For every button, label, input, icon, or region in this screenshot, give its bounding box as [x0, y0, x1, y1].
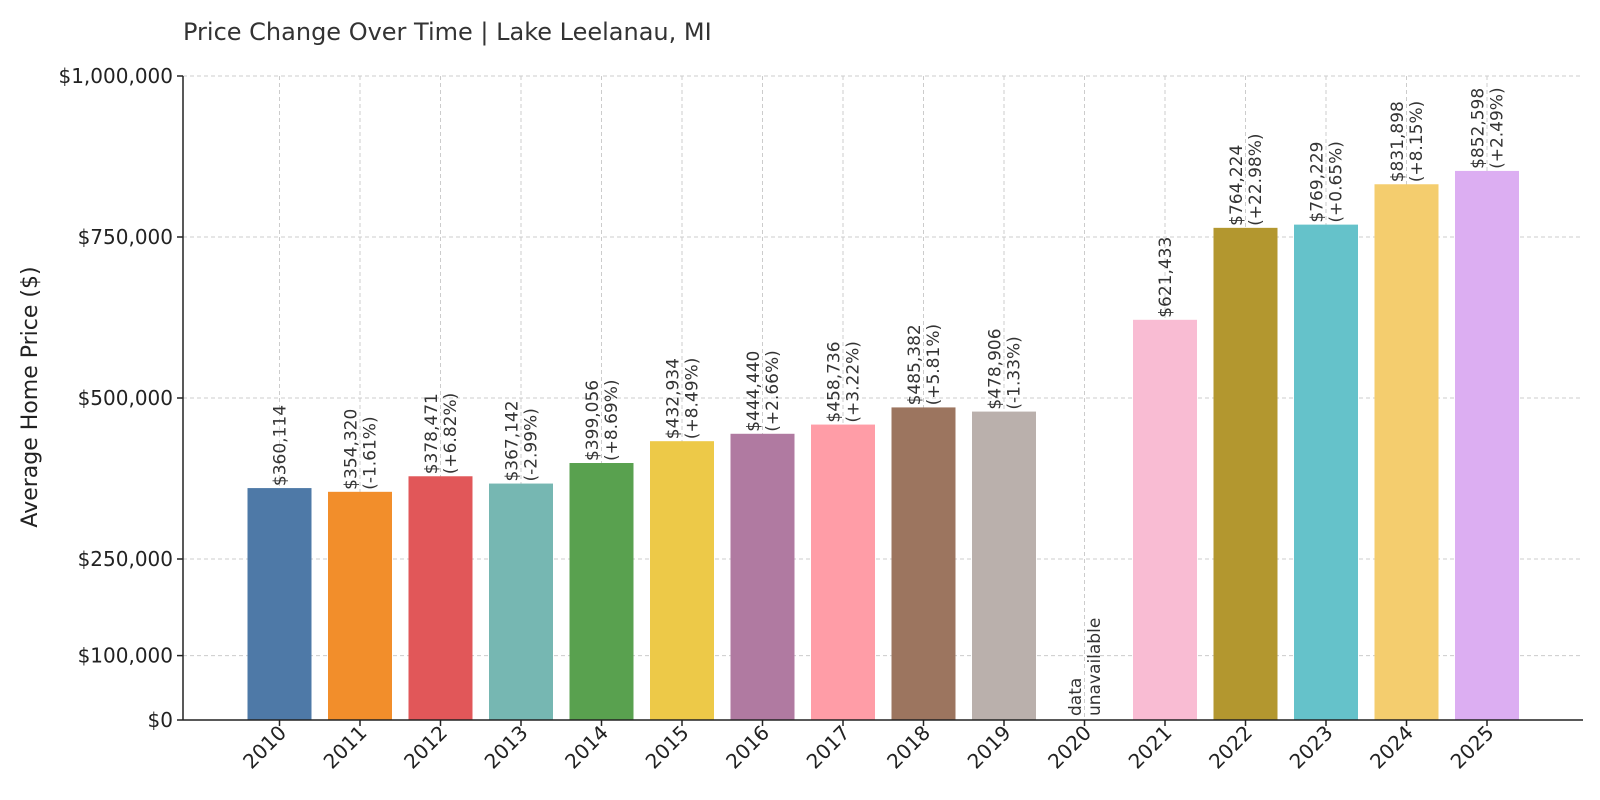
bar-2025	[1455, 170, 1519, 721]
data-label-change: (+0.65%)	[1327, 141, 1347, 223]
x-tick-label: 2018	[882, 721, 935, 774]
data-label-price: $360,114	[271, 405, 291, 486]
data-label-price: $769,229	[1308, 141, 1328, 222]
x-tick-label: 2014	[560, 721, 613, 774]
chart-title: Price Change Over Time | Lake Leelanau, …	[183, 18, 712, 46]
data-label-change: (+2.49%)	[1488, 87, 1508, 169]
data-label-price: $485,382	[905, 324, 925, 405]
data-label-price: $764,224	[1227, 145, 1247, 226]
data-label-change: (+2.66%)	[763, 350, 783, 432]
x-tick-label: 2022	[1204, 721, 1257, 774]
y-axis-label: Average Home Price ($)	[18, 266, 43, 527]
bar-2011	[328, 491, 392, 720]
data-label-price: $367,142	[503, 400, 523, 481]
x-tick-label: 2011	[319, 721, 372, 774]
x-tick-label: 2025	[1446, 721, 1499, 774]
data-unavailable-note: data	[1066, 678, 1086, 716]
x-tick-label: 2015	[641, 721, 694, 774]
data-unavailable-note: unavailable	[1085, 618, 1105, 716]
bar-2018	[891, 407, 956, 720]
data-label-change: (-1.61%)	[361, 416, 381, 489]
bar-2023	[1294, 224, 1358, 721]
y-tick-label: $750,000	[78, 225, 173, 249]
data-label-change: (+5.81%)	[924, 324, 944, 406]
y-tick-label: $500,000	[78, 386, 173, 410]
data-label-price: $432,934	[664, 358, 684, 439]
bar-2014	[569, 463, 634, 720]
x-tick-label: 2016	[721, 721, 774, 774]
bar-2024	[1374, 184, 1439, 720]
x-tick-label: 2024	[1365, 721, 1418, 774]
data-label-change: (-1.33%)	[1005, 336, 1025, 409]
grid-lines	[183, 75, 1583, 720]
data-label-price: $378,471	[422, 393, 442, 474]
bar-2016	[730, 433, 795, 720]
bar-2021	[1133, 319, 1197, 720]
x-tick-label: 2012	[399, 721, 452, 774]
bar-2022	[1213, 227, 1278, 721]
y-tick-label: $100,000	[78, 644, 173, 668]
data-label-price: $354,320	[342, 409, 362, 490]
data-label-change: (+8.69%)	[602, 379, 622, 461]
data-label-price: $444,440	[744, 351, 764, 432]
data-label-price: $458,736	[825, 341, 845, 422]
data-label-change: (+6.82%)	[441, 393, 461, 475]
data-label-change: (+8.49%)	[683, 358, 703, 440]
bar-2010	[247, 488, 312, 720]
x-tick-label: 2010	[238, 721, 291, 774]
x-tick-label: 2020	[1043, 721, 1096, 774]
y-tick-label: $1,000,000	[58, 64, 173, 88]
bar-2012	[408, 476, 473, 720]
bar-2017	[811, 424, 875, 720]
bar-2015	[650, 441, 714, 720]
data-label-change: (+22.98%)	[1246, 133, 1266, 225]
y-tick-label: $0	[148, 708, 173, 732]
bar-2013	[489, 483, 553, 720]
y-tick-label: $250,000	[78, 547, 173, 571]
data-label-price: $621,433	[1156, 237, 1176, 318]
data-label-price: $399,056	[583, 380, 603, 461]
x-tick-label: 2021	[1124, 721, 1177, 774]
data-label-change: (+8.15%)	[1407, 101, 1427, 183]
data-label-price: $478,906	[986, 328, 1006, 409]
bars	[247, 170, 1519, 721]
data-label-change: (+3.22%)	[844, 341, 864, 423]
data-label-price: $852,598	[1469, 88, 1489, 169]
data-labels: $360,114 $354,320 (-1.61%) $378,471 (+6.82%)…	[271, 87, 1508, 716]
data-label-change: (-2.99%)	[522, 408, 542, 481]
data-label-price: $831,898	[1388, 101, 1408, 182]
x-tick-label: 2017	[802, 721, 855, 774]
x-tick-label: 2019	[963, 721, 1016, 774]
y-axis-ticks: $0 $100,000 $250,000 $500,000 $750,000 $1,000…	[58, 64, 183, 732]
bar-2019	[972, 411, 1036, 720]
x-tick-label: 2013	[480, 721, 533, 774]
x-tick-label: 2023	[1285, 721, 1338, 774]
x-axis-ticks: 2010 2011 2012 2013 2014 2015 2016 2017 2018 2019…	[238, 720, 1499, 774]
